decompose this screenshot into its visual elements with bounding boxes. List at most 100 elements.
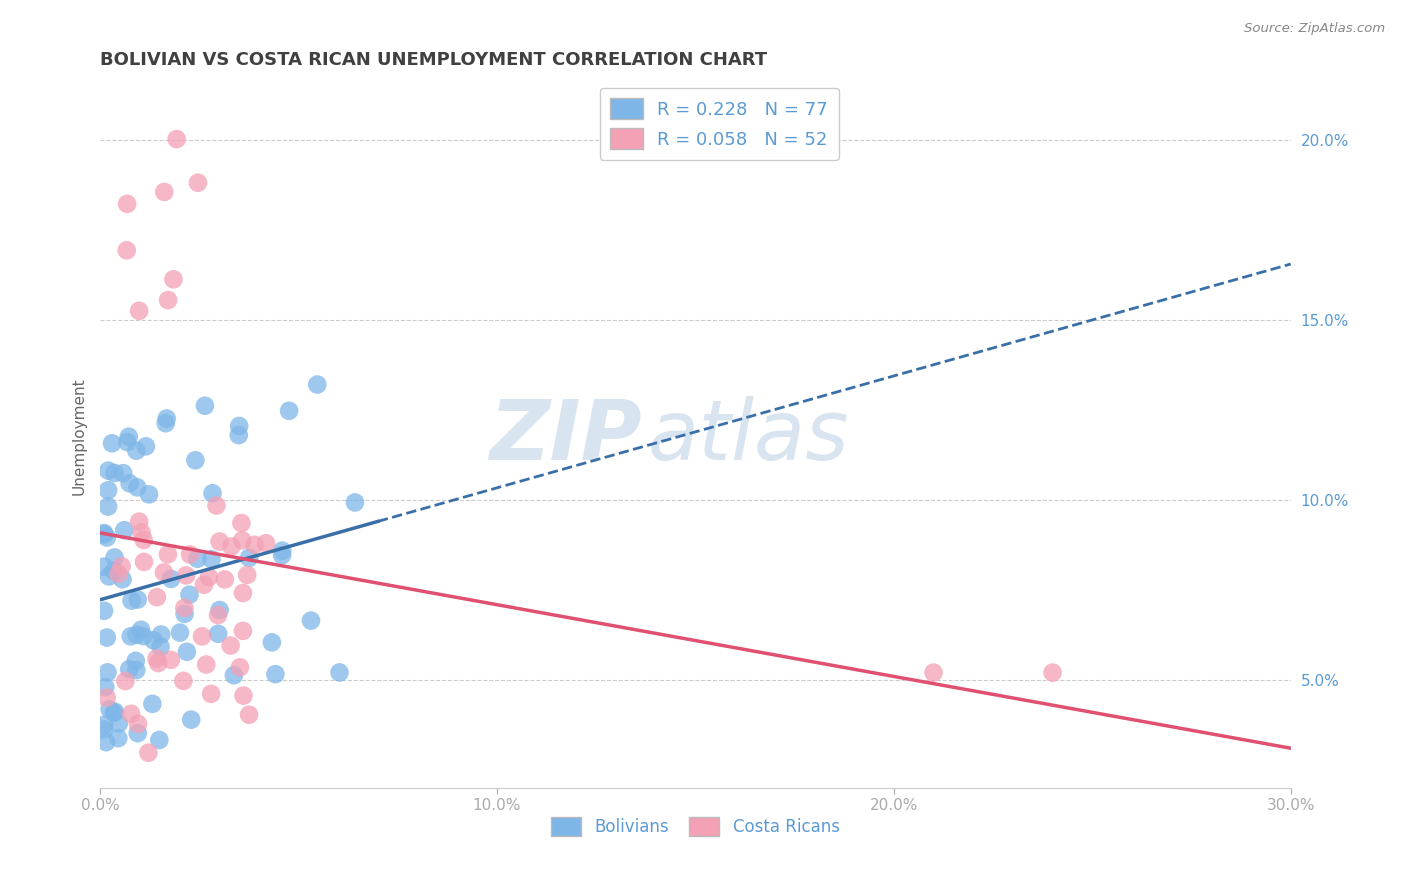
Legend: Bolivians, Costa Ricans: Bolivians, Costa Ricans xyxy=(544,810,846,843)
Point xyxy=(254,536,277,550)
Point xyxy=(93,526,115,541)
Point xyxy=(103,550,125,565)
Point xyxy=(142,633,165,648)
Point xyxy=(93,559,115,574)
Point xyxy=(221,540,243,554)
Point xyxy=(232,689,254,703)
Point xyxy=(97,500,120,514)
Point xyxy=(118,476,141,491)
Point xyxy=(162,272,184,286)
Point xyxy=(207,608,229,623)
Point xyxy=(205,499,228,513)
Point xyxy=(128,303,150,318)
Point xyxy=(229,660,252,674)
Point xyxy=(214,573,236,587)
Point xyxy=(107,566,129,581)
Point xyxy=(219,639,242,653)
Point xyxy=(125,628,148,642)
Point xyxy=(198,570,221,584)
Point xyxy=(120,629,142,643)
Point xyxy=(232,624,254,638)
Point xyxy=(186,551,208,566)
Point xyxy=(132,555,155,569)
Point xyxy=(922,665,945,680)
Point xyxy=(149,640,172,654)
Point xyxy=(97,464,120,478)
Point xyxy=(156,411,179,425)
Point xyxy=(103,706,125,720)
Point xyxy=(93,718,115,732)
Point xyxy=(96,665,118,680)
Point xyxy=(103,564,125,578)
Point xyxy=(208,534,231,549)
Point xyxy=(150,627,173,641)
Point xyxy=(1042,665,1064,680)
Point xyxy=(146,656,169,670)
Point xyxy=(129,623,152,637)
Point xyxy=(156,547,179,561)
Point xyxy=(127,592,149,607)
Point xyxy=(169,625,191,640)
Point xyxy=(104,705,127,719)
Point xyxy=(96,690,118,705)
Text: Source: ZipAtlas.com: Source: ZipAtlas.com xyxy=(1244,22,1385,36)
Point xyxy=(174,568,197,582)
Point xyxy=(146,591,169,605)
Point xyxy=(238,550,260,565)
Point xyxy=(118,662,141,676)
Point xyxy=(176,645,198,659)
Point xyxy=(148,733,170,747)
Point xyxy=(238,707,260,722)
Point xyxy=(201,486,224,500)
Point xyxy=(157,293,180,307)
Point xyxy=(155,416,177,430)
Point xyxy=(138,746,160,760)
Point xyxy=(180,713,202,727)
Point xyxy=(232,586,254,600)
Point xyxy=(112,466,135,480)
Point xyxy=(200,687,222,701)
Point xyxy=(125,663,148,677)
Point xyxy=(111,559,134,574)
Point xyxy=(131,525,153,540)
Point xyxy=(96,631,118,645)
Point xyxy=(153,566,176,580)
Point xyxy=(195,657,218,672)
Point xyxy=(243,538,266,552)
Point xyxy=(115,244,138,258)
Point xyxy=(228,419,250,434)
Point xyxy=(231,533,253,548)
Point xyxy=(118,430,141,444)
Point xyxy=(101,436,124,450)
Text: ZIP: ZIP xyxy=(489,396,643,477)
Point xyxy=(128,515,150,529)
Point xyxy=(112,523,135,537)
Point xyxy=(94,680,117,694)
Point xyxy=(93,723,115,737)
Point xyxy=(191,629,214,643)
Point xyxy=(132,629,155,643)
Y-axis label: Unemployment: Unemployment xyxy=(72,378,86,495)
Point xyxy=(173,607,195,621)
Point xyxy=(107,716,129,731)
Point xyxy=(194,399,217,413)
Point xyxy=(260,635,283,649)
Point xyxy=(179,548,201,562)
Point xyxy=(153,185,176,199)
Point xyxy=(200,552,222,566)
Point xyxy=(271,548,294,562)
Point xyxy=(160,572,183,586)
Point xyxy=(114,674,136,689)
Point xyxy=(173,600,195,615)
Point xyxy=(222,668,245,682)
Point xyxy=(127,716,149,731)
Point xyxy=(138,487,160,501)
Point xyxy=(278,404,301,418)
Point xyxy=(93,604,115,618)
Point xyxy=(115,197,138,211)
Point xyxy=(264,667,287,681)
Point xyxy=(135,439,157,453)
Point xyxy=(127,480,149,494)
Point xyxy=(228,428,250,442)
Text: BOLIVIAN VS COSTA RICAN UNEMPLOYMENT CORRELATION CHART: BOLIVIAN VS COSTA RICAN UNEMPLOYMENT COR… xyxy=(100,51,768,69)
